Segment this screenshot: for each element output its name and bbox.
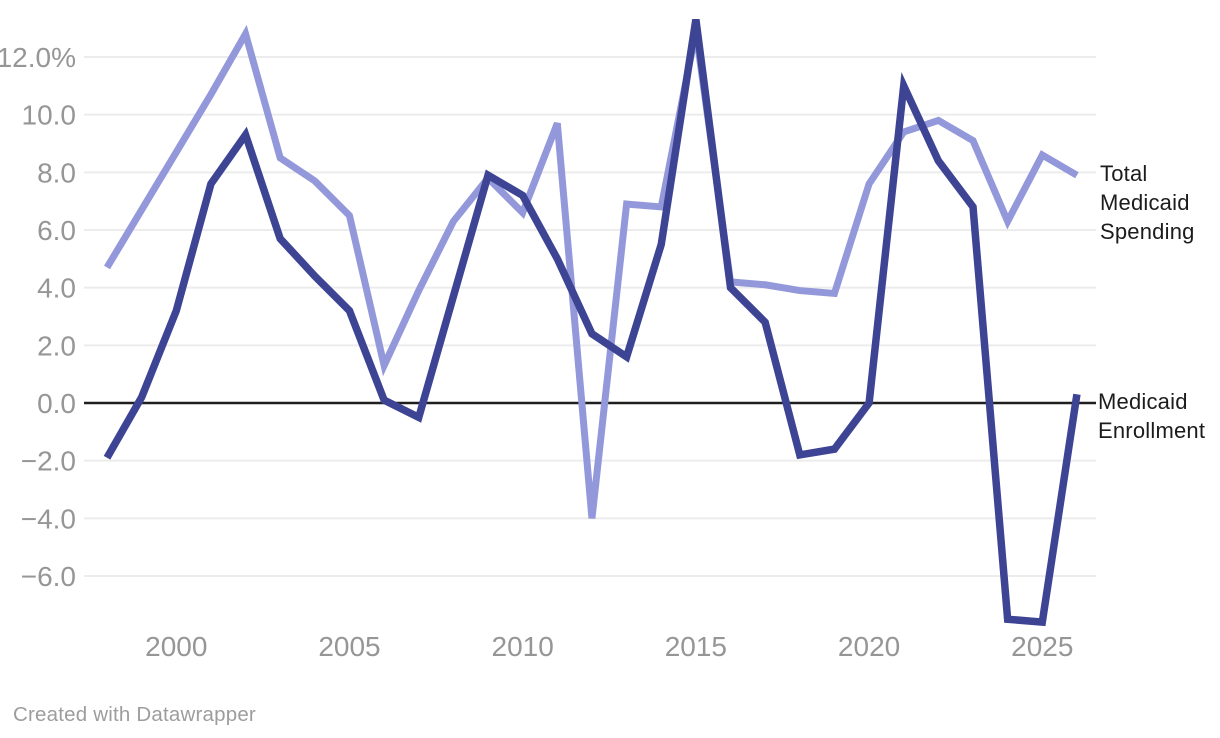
medicaid-enrollment-line[interactable]	[103, 18, 1081, 627]
y-axis-tick-label: 4.0	[37, 273, 76, 304]
y-axis-tick-label: 10.0	[22, 100, 77, 131]
series-label-total-medicaid-spending: Total Medicaid Spending	[1100, 159, 1195, 246]
series-lines-layer	[103, 18, 1081, 627]
x-axis-tick-label: 2010	[492, 631, 554, 662]
series-label-line: Total	[1100, 161, 1148, 186]
x-axis-tick-label: 2015	[665, 631, 727, 662]
y-axis-tick-label: −2.0	[21, 446, 76, 477]
y-axis-tick-label: 2.0	[37, 330, 76, 361]
y-axis-tick-label: 8.0	[37, 157, 76, 188]
series-label-line: Enrollment	[1098, 418, 1206, 443]
series-label-medicaid-enrollment: Medicaid Enrollment	[1098, 387, 1205, 445]
x-axis-tick-label: 2005	[318, 631, 380, 662]
total-medicaid-spending-line[interactable]	[103, 24, 1079, 519]
x-axis-tick-label: 2000	[145, 631, 207, 662]
x-axis-tick-label: 2020	[838, 631, 900, 662]
x-axis-tick-label: 2025	[1011, 631, 1073, 662]
y-axis-tick-label: 12.0%	[0, 42, 76, 73]
y-axis-tick-label: −4.0	[21, 503, 76, 534]
y-axis-tick-label: −6.0	[21, 561, 76, 592]
y-axis-tick-labels: 12.0% 10.0 8.0 6.0 4.0 2.0 0.0 −2.0 −4.0 −6.0	[0, 42, 76, 592]
series-label-line: Spending	[1100, 219, 1195, 244]
series-label-line: Medicaid	[1100, 190, 1190, 215]
x-axis-tick-labels: 2000 2005 2010 2015 2020 2025	[145, 631, 1073, 662]
datawrapper-credit: Created with Datawrapper	[13, 703, 256, 726]
y-axis-tick-label: 6.0	[37, 215, 76, 246]
y-axis-tick-label: 0.0	[37, 388, 76, 419]
series-label-line: Medicaid	[1098, 389, 1188, 414]
